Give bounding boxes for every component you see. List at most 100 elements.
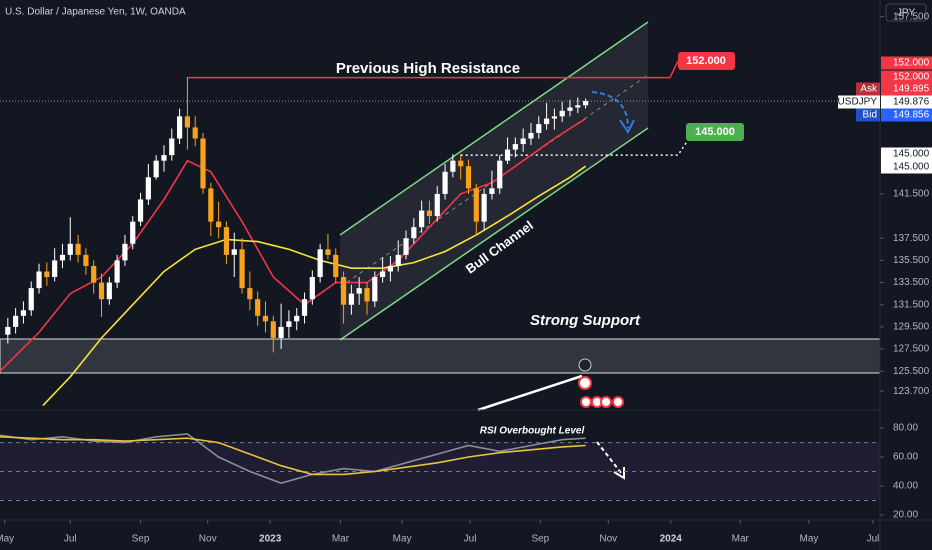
white-arrow bbox=[477, 374, 583, 412]
candle-body bbox=[169, 138, 175, 156]
candle-body bbox=[184, 116, 191, 128]
candle-body bbox=[255, 299, 261, 316]
price-tag-value: 149.876 bbox=[893, 97, 930, 108]
price-tag-value: 149.895 bbox=[893, 84, 930, 95]
price-tag bbox=[881, 108, 932, 122]
icon bbox=[578, 358, 592, 372]
y-tick-label: 131.500 bbox=[893, 299, 930, 310]
target-label: 145.000 bbox=[695, 126, 735, 138]
currency-box[interactable] bbox=[885, 3, 927, 22]
target-box bbox=[686, 123, 744, 141]
candle-body bbox=[583, 101, 589, 106]
price-tag-value: 145.000 bbox=[893, 149, 930, 160]
candle-body bbox=[137, 199, 144, 222]
candle-body bbox=[200, 138, 206, 189]
candle-body bbox=[231, 249, 237, 255]
candle-body bbox=[434, 193, 440, 217]
price-tag-prefix: Bid bbox=[863, 110, 877, 121]
support-zone bbox=[0, 338, 881, 374]
candle-body bbox=[59, 254, 66, 261]
currency[interactable]: JPY bbox=[897, 8, 916, 19]
icon bbox=[612, 396, 624, 408]
candle-body bbox=[176, 116, 183, 139]
rsi-arrow-head bbox=[613, 467, 625, 480]
candle-body bbox=[489, 188, 495, 194]
candle-body bbox=[559, 110, 565, 117]
candle-body bbox=[528, 132, 534, 139]
candle-body bbox=[145, 177, 151, 200]
resistance-line bbox=[186, 60, 679, 79]
candle-body bbox=[44, 271, 50, 278]
x-tick-label: Jul bbox=[464, 534, 477, 545]
x-tick-label: Sep bbox=[531, 534, 549, 545]
candle-body bbox=[75, 243, 81, 255]
candle-body bbox=[395, 254, 401, 266]
x-tick-label: Jul bbox=[867, 534, 880, 545]
candle-body bbox=[575, 105, 581, 108]
x-tick-label: Mar bbox=[732, 534, 750, 545]
candle-body bbox=[223, 227, 230, 255]
candle-body bbox=[83, 254, 89, 266]
x-tick-label: Nov bbox=[599, 534, 617, 545]
candle-body bbox=[294, 315, 300, 322]
icon bbox=[580, 396, 592, 408]
price-tag-prefix-box bbox=[856, 108, 880, 122]
candle-body bbox=[161, 155, 167, 161]
candle-body bbox=[106, 282, 112, 300]
candle-body bbox=[497, 160, 503, 189]
candle-body bbox=[67, 243, 73, 255]
price-tag-value: 152.000 bbox=[893, 58, 930, 69]
candle-body bbox=[380, 271, 386, 278]
x-tick-label: May bbox=[393, 534, 412, 545]
x-tick-label: Sep bbox=[132, 534, 150, 545]
candle-body bbox=[28, 288, 34, 311]
resistance-label: 152.000 bbox=[686, 55, 726, 67]
icon bbox=[578, 376, 592, 390]
candle-body bbox=[262, 315, 269, 322]
blue-arrow bbox=[591, 91, 629, 129]
x-tick-label: 2024 bbox=[660, 534, 683, 545]
candle-body bbox=[348, 293, 354, 305]
x-tick-label: May bbox=[799, 534, 818, 545]
price-tag-value: 152.000 bbox=[893, 72, 930, 83]
x-tick-label: Jul bbox=[64, 534, 77, 545]
candle-body bbox=[551, 116, 557, 119]
rsi-tick-label: 20.00 bbox=[893, 510, 918, 521]
channel-lower bbox=[339, 127, 649, 341]
candle-body bbox=[20, 310, 27, 316]
candle-body bbox=[122, 243, 128, 261]
candle-body bbox=[442, 171, 448, 194]
rsi-text: RSI Overbought Level bbox=[480, 426, 585, 437]
candle-body bbox=[208, 188, 214, 222]
price-tag bbox=[881, 70, 932, 84]
price-tag-prefix: Ask bbox=[860, 84, 878, 95]
candle-body bbox=[270, 321, 276, 338]
price-tag bbox=[881, 82, 932, 96]
candle-body bbox=[340, 277, 347, 305]
candle-body bbox=[216, 221, 222, 228]
candle-body bbox=[419, 210, 425, 228]
candle-body bbox=[309, 277, 315, 300]
candle-body bbox=[372, 277, 378, 302]
candle-body bbox=[153, 160, 159, 178]
blue-arrow-head bbox=[619, 119, 635, 134]
candle-body bbox=[130, 221, 136, 244]
candle-body bbox=[543, 118, 550, 125]
price-tag-prefix-box bbox=[838, 95, 880, 109]
support-text: Strong Support bbox=[530, 312, 641, 329]
candle-body bbox=[192, 127, 198, 139]
candle-body bbox=[465, 166, 472, 189]
candle-body bbox=[387, 265, 394, 272]
candle-body bbox=[239, 249, 245, 289]
rsi-line bbox=[0, 433, 586, 484]
y-tick-label: 141.500 bbox=[893, 189, 930, 200]
resistance-text: Previous High Resistance bbox=[336, 60, 520, 77]
price-tag-value: 145.000 bbox=[893, 162, 930, 173]
price-tag bbox=[881, 160, 932, 174]
symbol-title: U.S. Dollar / Japanese Yen, 1W, OANDA bbox=[5, 7, 186, 18]
candle-body bbox=[512, 144, 518, 150]
rsi-tick-label: 40.00 bbox=[893, 481, 918, 492]
y-tick-label: 127.500 bbox=[893, 344, 930, 355]
rsi-line bbox=[0, 436, 586, 476]
